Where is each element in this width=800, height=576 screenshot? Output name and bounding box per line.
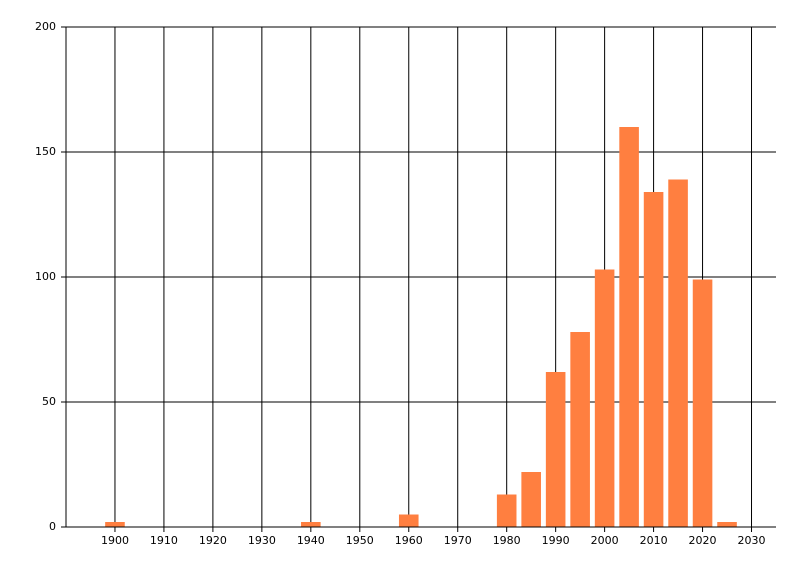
x-tick-label: 1910: [150, 534, 178, 547]
x-tick-label: 1930: [248, 534, 276, 547]
bar: [619, 127, 639, 527]
bar: [105, 522, 125, 527]
x-tick-label: 1970: [444, 534, 472, 547]
x-tick-label: 1990: [542, 534, 570, 547]
bar: [570, 332, 590, 527]
y-tick-label: 200: [35, 20, 56, 33]
bar: [301, 522, 321, 527]
x-tick-label: 2020: [689, 534, 717, 547]
bar: [594, 269, 615, 527]
y-tick-label: 0: [49, 520, 56, 533]
x-tick-label: 1960: [395, 534, 423, 547]
bar: [521, 472, 541, 527]
x-tick-label: 1900: [101, 534, 129, 547]
bar: [496, 494, 517, 527]
bar: [717, 522, 737, 527]
x-tick-label: 2010: [640, 534, 668, 547]
x-tick-label: 2030: [738, 534, 766, 547]
x-tick-label: 1950: [346, 534, 374, 547]
bar: [398, 514, 419, 527]
bar: [643, 192, 664, 527]
y-tick-label: 50: [42, 395, 56, 408]
bar: [545, 372, 566, 527]
x-tick-label: 1920: [199, 534, 227, 547]
bar: [692, 279, 713, 527]
bar: [668, 179, 688, 527]
x-tick-label: 1940: [297, 534, 325, 547]
x-tick-label: 1980: [493, 534, 521, 547]
y-tick-label: 150: [35, 145, 56, 158]
y-tick-label: 100: [35, 270, 56, 283]
x-tick-label: 2000: [591, 534, 619, 547]
